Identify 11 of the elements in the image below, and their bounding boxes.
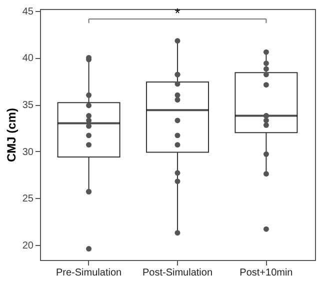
x-tick-label: Pre-Simulation xyxy=(56,268,122,278)
x-tick-label: Post-Simulation xyxy=(142,268,213,278)
x-tick-label: Post+10min xyxy=(240,268,293,278)
annotation: * xyxy=(174,5,181,21)
y-tick-label: 35 xyxy=(22,100,34,112)
y-tick-label: 25 xyxy=(22,194,34,205)
y-tick-label: 45 xyxy=(22,6,34,18)
y-axis-title: CMJ (cm) xyxy=(4,108,18,162)
y-tick-label: 30 xyxy=(22,146,34,158)
y-tick-label: 40 xyxy=(22,53,34,64)
y-tick-label: 20 xyxy=(22,240,34,252)
